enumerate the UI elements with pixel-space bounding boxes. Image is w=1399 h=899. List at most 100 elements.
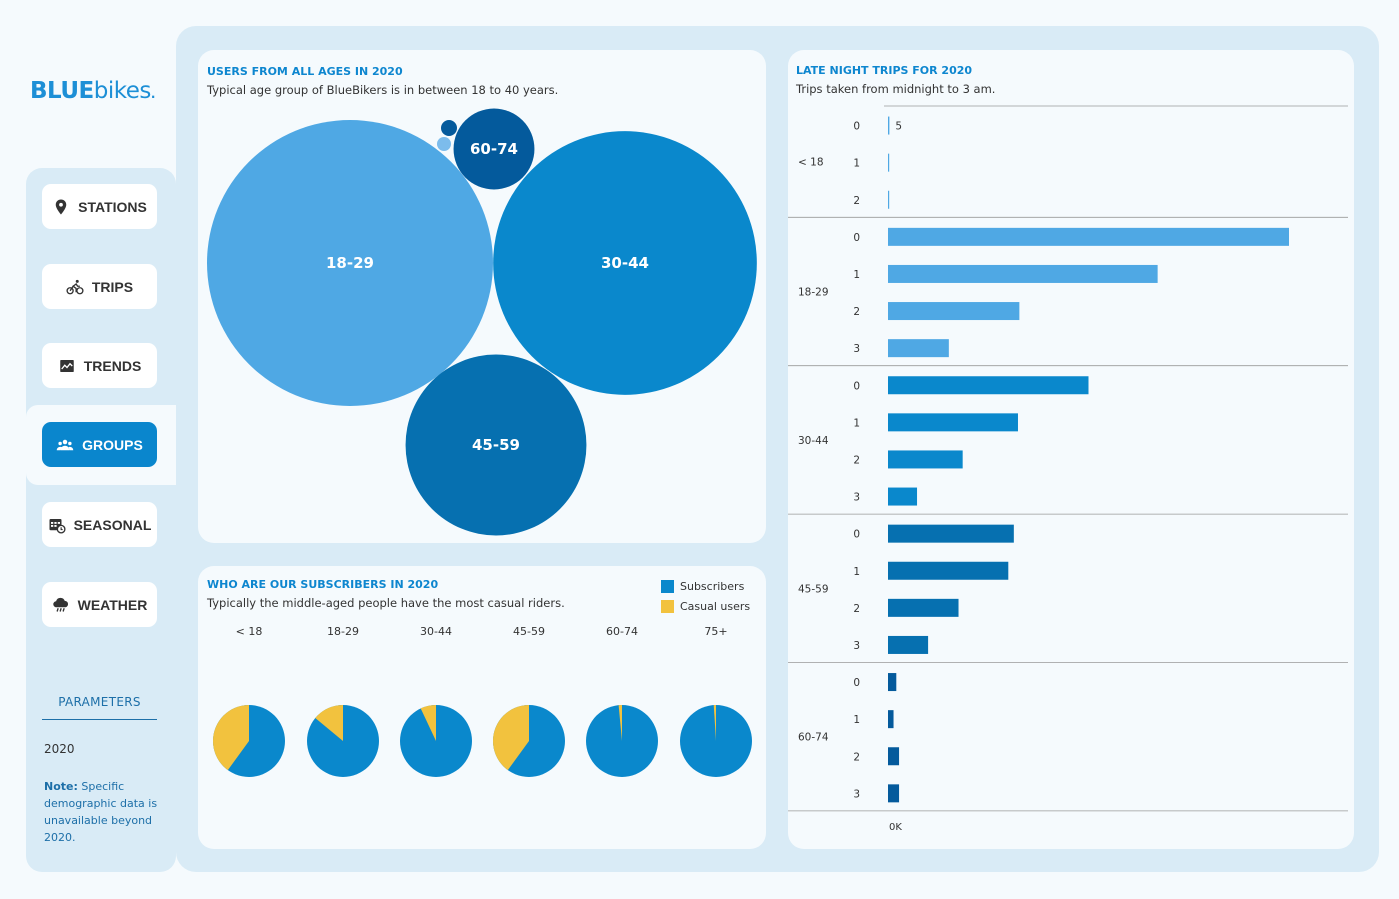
bar-18-1[interactable] bbox=[888, 153, 890, 172]
pie-casual-slice-18-29[interactable] bbox=[315, 705, 343, 741]
bubble-label-18-29: 18-29 bbox=[326, 254, 374, 272]
bar-60-74-0[interactable] bbox=[888, 673, 897, 692]
hour-label-60-74-3: 3 bbox=[853, 788, 860, 800]
logo-bikes: bikes bbox=[93, 78, 152, 104]
hour-label-18-29-1: 1 bbox=[853, 269, 860, 281]
hour-label-60-74-1: 1 bbox=[853, 714, 860, 726]
nav-weather-button[interactable]: WEATHER bbox=[42, 582, 157, 627]
cyclist-icon bbox=[66, 279, 84, 294]
hour-label-30-44-1: 1 bbox=[853, 417, 860, 429]
age-group-label-30-44: 30-44 bbox=[798, 435, 829, 447]
bar-18-29-3[interactable] bbox=[888, 339, 949, 358]
chart-trend-icon bbox=[59, 359, 74, 372]
legend-swatch-casual bbox=[661, 599, 674, 613]
nav-stations-button[interactable]: STATIONS bbox=[42, 184, 157, 229]
hour-label-18-2: 2 bbox=[853, 195, 860, 207]
age-group-label-60-74: 60-74 bbox=[798, 732, 829, 744]
nav-trends-label: TRENDS bbox=[83, 357, 142, 374]
pies-subtitle: Typically the middle-aged people have th… bbox=[207, 596, 565, 610]
hour-label-18-29-2: 2 bbox=[853, 306, 860, 318]
bar-60-74-3[interactable] bbox=[888, 784, 900, 803]
bubble-18-29[interactable] bbox=[207, 120, 493, 406]
late-night-trips-card: LATE NIGHT TRIPS FOR 2020 Trips taken fr… bbox=[788, 50, 1354, 849]
bar-30-44-0[interactable] bbox=[888, 376, 1089, 395]
logo-mark: . bbox=[150, 87, 156, 101]
nav-seasonal-button[interactable]: SEASONAL bbox=[42, 502, 157, 547]
logo-card bbox=[8, 26, 176, 168]
legend-label-casual: Casual users bbox=[680, 599, 751, 613]
hour-label-60-74-2: 2 bbox=[853, 751, 860, 763]
nav-groups-label: GROUPS bbox=[82, 436, 143, 453]
hour-label-45-59-3: 3 bbox=[853, 640, 860, 652]
logo-blue: BLUE bbox=[30, 78, 94, 104]
bar-45-59-1[interactable] bbox=[888, 561, 1009, 580]
bar-18-0[interactable] bbox=[888, 116, 890, 135]
hour-label-45-59-2: 2 bbox=[853, 603, 860, 615]
nav-trends-button[interactable]: TRENDS bbox=[42, 343, 157, 388]
bar-60-74-2[interactable] bbox=[888, 747, 900, 766]
nav-groups-button[interactable]: GROUPS bbox=[42, 422, 157, 467]
bar-45-59-3[interactable] bbox=[888, 635, 929, 654]
bar-45-59-2[interactable] bbox=[888, 598, 959, 617]
pies-title: WHO ARE OUR SUBSCRIBERS IN 2020 bbox=[207, 578, 439, 591]
calendar-clock-icon bbox=[49, 518, 66, 534]
nav-seasonal-label: SEASONAL bbox=[73, 516, 152, 533]
bar-45-59-0[interactable] bbox=[888, 524, 1014, 543]
hour-label-30-44-3: 3 bbox=[853, 492, 860, 504]
pie-category-label-30-44: 30-44 bbox=[420, 625, 452, 638]
legend-item-subscribers[interactable]: Subscribers bbox=[661, 576, 750, 596]
bar-18-2[interactable] bbox=[888, 190, 890, 209]
bar-18-29-2[interactable] bbox=[888, 302, 1020, 321]
x-axis-tick-0k: 0K bbox=[889, 822, 902, 833]
bluebikes-logo[interactable]: BLUEbikes. bbox=[30, 78, 155, 104]
pies-legend: Subscribers Casual users bbox=[661, 576, 750, 616]
pie-casual-slice-30-44[interactable] bbox=[420, 705, 436, 741]
bubble-45-59[interactable] bbox=[405, 354, 587, 536]
pie-charts: < 18 18-29 30-44 45-59 60-74 75+ bbox=[213, 625, 752, 777]
bar-18-29-1[interactable] bbox=[888, 264, 1158, 283]
nav-stations-label: STATIONS bbox=[78, 198, 147, 215]
pie-category-label-60-74: 60-74 bbox=[606, 625, 638, 638]
bubble-30-44[interactable] bbox=[493, 131, 757, 395]
parameters-divider bbox=[42, 719, 157, 720]
parameters-heading: PARAMETERS bbox=[58, 695, 141, 709]
pie-category-label-18: < 18 bbox=[236, 625, 263, 638]
pie-casual-slice-75[interactable] bbox=[713, 705, 716, 741]
legend-swatch-subscribers bbox=[661, 579, 674, 593]
bubble-60-74[interactable] bbox=[453, 108, 535, 190]
hour-label-18-29-0: 0 bbox=[853, 232, 860, 244]
hour-label-60-74-0: 0 bbox=[853, 677, 860, 689]
nav-trips-button[interactable]: TRIPS bbox=[42, 264, 157, 309]
bubble-label-30-44: 30-44 bbox=[601, 254, 649, 272]
legend-label-subscribers: Subscribers bbox=[680, 579, 745, 593]
hour-label-30-44-2: 2 bbox=[853, 454, 860, 466]
bar-value-18-0: 5 bbox=[895, 121, 902, 133]
parameters-note: Note: Specific demographic data is unava… bbox=[44, 778, 164, 846]
hour-label-45-59-1: 1 bbox=[853, 566, 860, 578]
pie-casual-slice-45-59[interactable] bbox=[493, 705, 529, 771]
pie-category-label-18-29: 18-29 bbox=[327, 625, 359, 638]
note-label: Note: bbox=[44, 780, 78, 793]
subscribers-pies-card: WHO ARE OUR SUBSCRIBERS IN 2020 Typicall… bbox=[198, 566, 766, 849]
bar-60-74-1[interactable] bbox=[888, 710, 894, 729]
bubbles-title: USERS FROM ALL AGES IN 2020 bbox=[207, 65, 403, 78]
age-group-label-18-29: 18-29 bbox=[798, 287, 829, 299]
nav-trips-label: TRIPS bbox=[91, 278, 134, 295]
hour-label-18-1: 1 bbox=[853, 158, 860, 170]
bar-18-29-0[interactable] bbox=[888, 227, 1289, 246]
map-pin-icon bbox=[55, 199, 67, 214]
note-text: Specific demographic data is unavailable… bbox=[44, 780, 158, 844]
age-bubbles-card: USERS FROM ALL AGES IN 2020 Typical age … bbox=[198, 50, 766, 543]
bar-30-44-1[interactable] bbox=[888, 413, 1018, 432]
bubble-small-4[interactable] bbox=[441, 120, 457, 136]
legend-item-casual[interactable]: Casual users bbox=[661, 596, 750, 616]
pie-casual-slice-60-74[interactable] bbox=[618, 705, 622, 741]
age-group-label-45-59: 45-59 bbox=[798, 583, 829, 595]
parameter-year-value[interactable]: 2020 bbox=[44, 742, 75, 756]
pie-casual-slice-18[interactable] bbox=[213, 705, 249, 771]
bar-30-44-3[interactable] bbox=[888, 487, 918, 506]
bar-30-44-2[interactable] bbox=[888, 450, 963, 469]
bubble-label-45-59: 45-59 bbox=[472, 436, 520, 454]
pie-category-label-45-59: 45-59 bbox=[513, 625, 545, 638]
bubble-small-5[interactable] bbox=[437, 137, 451, 151]
